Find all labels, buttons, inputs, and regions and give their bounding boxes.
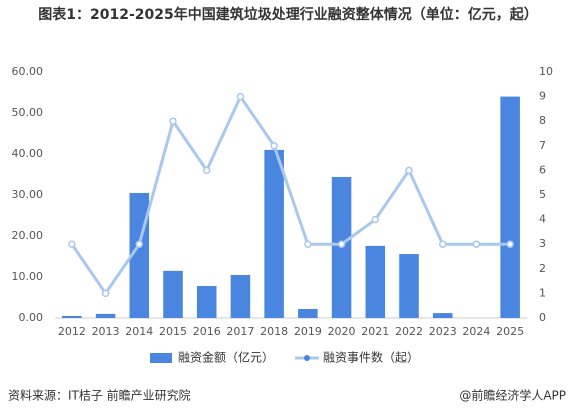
bar <box>230 274 251 318</box>
x-tick-label: 2020 <box>328 325 356 338</box>
line-point <box>270 142 278 150</box>
y-tick-label: 60.00 <box>12 65 44 78</box>
x-tick-label: 2015 <box>159 325 187 338</box>
bar <box>432 313 453 318</box>
y2-tick-label: 6 <box>539 163 546 176</box>
bar <box>298 308 318 318</box>
line-point <box>236 92 245 101</box>
x-tick-label: 2018 <box>260 325 288 338</box>
x-tick-label: 2017 <box>226 325 254 338</box>
y2-tick-label: 1 <box>539 286 546 299</box>
legend-swatch <box>304 355 310 361</box>
x-tick-label: 2012 <box>58 325 86 338</box>
y-tick-label: 10.00 <box>12 270 44 283</box>
line-point <box>337 240 346 248</box>
x-tick-label: 2024 <box>462 325 490 338</box>
line-point <box>304 240 312 248</box>
line-point <box>135 240 144 248</box>
y2-tick-label: 9 <box>539 90 546 103</box>
legend-swatch <box>150 353 172 363</box>
line <box>70 93 511 297</box>
bar <box>365 245 386 318</box>
x-tick-label: 2023 <box>429 325 457 338</box>
y-tick-label: 40.00 <box>12 147 44 160</box>
bar <box>399 254 419 318</box>
bar <box>163 270 183 318</box>
y-tick-label: 50.00 <box>12 106 44 119</box>
bar <box>95 313 116 318</box>
y2-tick-label: 7 <box>539 139 546 152</box>
line-point <box>506 240 514 248</box>
line-point <box>472 240 481 248</box>
y2-tick-label: 3 <box>539 237 546 250</box>
line-point <box>405 166 413 175</box>
y2-tick-label: 2 <box>539 262 546 275</box>
x-tick-label: 2025 <box>496 325 524 338</box>
x-tick-label: 2019 <box>294 325 322 338</box>
x-tick-label: 2021 <box>361 325 389 338</box>
bar <box>264 149 284 318</box>
x-tick-label: 2014 <box>125 325 153 338</box>
x-tick-label: 2022 <box>395 325 423 338</box>
line-point <box>371 215 380 224</box>
line-point <box>202 166 211 175</box>
x-tick-label: 2016 <box>193 325 221 338</box>
source: 资料来源：IT桔子 前瞻产业研究院 <box>8 388 191 403</box>
x-tick-label: 2013 <box>92 325 120 338</box>
bar <box>62 315 82 318</box>
bar <box>500 96 520 318</box>
y-tick-label: 20.00 <box>12 229 44 242</box>
credit: @前瞻经济学人APP <box>459 388 566 403</box>
y2-tick-label: 0 <box>539 311 546 324</box>
y2-tick-label: 5 <box>539 188 546 201</box>
y2-tick-label: 8 <box>539 114 546 127</box>
line-point <box>68 240 76 248</box>
bar <box>196 286 217 318</box>
line-point <box>438 240 447 248</box>
y-tick-label: 30.00 <box>12 188 44 201</box>
y2-tick-label: 10 <box>539 65 553 78</box>
y-tick-label: 0.00 <box>19 311 44 324</box>
y2-tick-label: 4 <box>539 213 546 226</box>
legend-label: 融资事件数（起） <box>323 350 419 365</box>
line-point <box>169 117 177 125</box>
line-point <box>101 289 110 298</box>
chart-title: 图表1：2012-2025年中国建筑垃圾处理行业融资整体情况（单位：亿元，起） <box>38 7 538 23</box>
legend-label: 融资金额（亿元） <box>178 350 274 365</box>
